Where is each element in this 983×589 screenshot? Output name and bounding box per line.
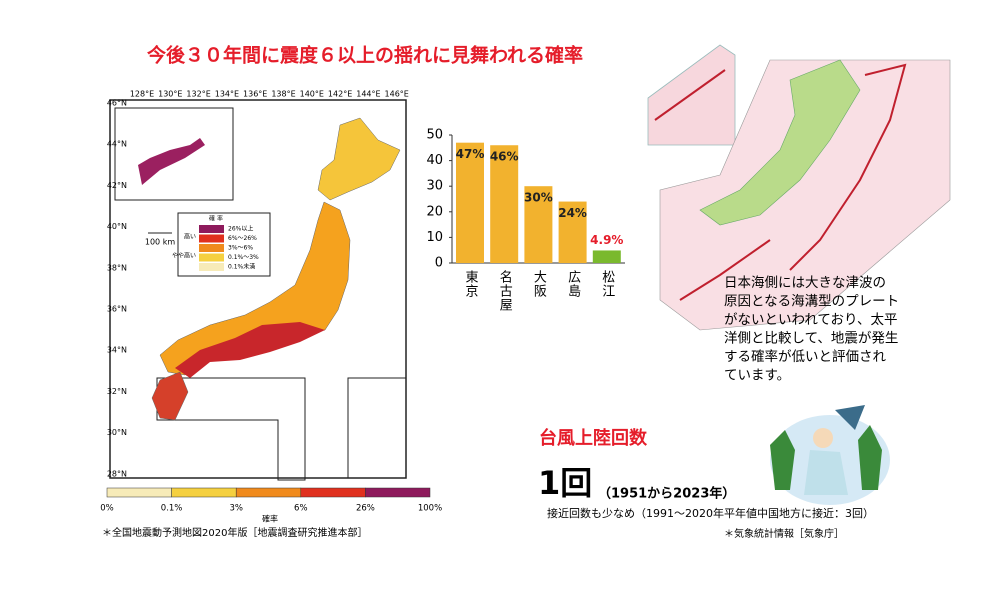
colorbar-label: 6% — [294, 504, 308, 514]
lat-label: 44°N — [107, 140, 127, 149]
inset-frame — [156, 377, 306, 481]
legend-swatch — [199, 225, 224, 233]
y-tick-label: 30 — [426, 179, 443, 194]
colorbar-segment — [235, 487, 302, 498]
colorbar-segment — [300, 487, 366, 498]
colorbar-label: 0.1% — [161, 504, 183, 514]
value-label: 47% — [456, 147, 485, 161]
lat-label: 42°N — [107, 181, 127, 190]
lon-label: 138°E — [271, 90, 295, 99]
lon-label: 142°E — [328, 90, 352, 99]
y-tick-label: 0 — [435, 256, 443, 271]
legend-mid: やや高い — [172, 252, 196, 260]
explanation-line: する確率が低いと評価され — [724, 348, 886, 365]
legend-label: 6%～26% — [228, 235, 257, 242]
title: 今後３０年間に震度６以上の揺れに見舞われる確率 — [146, 44, 583, 67]
typhoon-note: 接近回数も少なめ（1991～2020年平年値中国地方に接近：3回） — [547, 506, 874, 520]
explanation-line: 日本海側には大きな津波の — [724, 275, 886, 291]
inset-frame — [114, 107, 234, 201]
colorbar-label: 3% — [229, 504, 243, 514]
value-label: 4.9% — [590, 233, 623, 247]
value-label: 46% — [490, 150, 519, 164]
bar — [456, 142, 484, 263]
explanation-line: ています。 — [724, 368, 790, 384]
typhoon-period: （1951から2023年） — [598, 486, 735, 502]
colorbar-label: 0% — [100, 504, 114, 514]
lon-label: 134°E — [215, 90, 239, 99]
lat-label: 40°N — [107, 222, 127, 231]
lon-label: 136°E — [243, 90, 267, 99]
y-tick-label: 10 — [426, 230, 443, 245]
value-label: 30% — [524, 191, 553, 205]
bar — [592, 250, 621, 263]
lat-label: 30°N — [107, 428, 127, 437]
y-tick-label: 50 — [426, 128, 443, 143]
x-tick-label: 名古屋 — [497, 269, 513, 312]
legend-swatch — [199, 253, 224, 262]
x-tick-label: 東京 — [463, 269, 479, 298]
inset-frame — [347, 377, 407, 479]
lon-label: 128°E — [130, 90, 154, 99]
japan-shape — [138, 117, 401, 421]
lon-label: 144°E — [356, 90, 380, 99]
lat-label: 34°N — [107, 346, 127, 355]
lon-label: 140°E — [300, 90, 324, 99]
scale-label: 100 km — [145, 238, 175, 247]
explanation-line: 洋側と比較して、地震が発生 — [724, 331, 898, 347]
typhoon-count: 1回 — [538, 464, 592, 502]
colorbar-segment — [106, 487, 172, 498]
x-tick-label: 広島 — [565, 270, 581, 298]
value-label: 24% — [558, 206, 587, 220]
typhoon-title: 台風上陸回数 — [539, 427, 648, 449]
lat-label: 32°N — [107, 387, 127, 396]
legend-label: 0.1%～3% — [228, 254, 259, 261]
lon-label: 130°E — [158, 90, 182, 99]
typhoon-source: ＊気象統計情報［気象庁］ — [724, 527, 844, 540]
legend-title: 確 率 — [209, 215, 223, 223]
colorbar-label: 26% — [356, 504, 375, 514]
legend-label: 3%～6% — [228, 245, 253, 252]
bar — [524, 186, 553, 263]
map-source: ＊全国地震動予測地図2020年版［地震調査研究推進本部］ — [102, 526, 367, 539]
lat-label: 38°N — [107, 263, 127, 272]
explanation-line: 原因となる海溝型のプレート — [724, 294, 899, 310]
x-tick-label: 松江 — [599, 270, 615, 298]
legend-swatch — [199, 244, 224, 252]
x-tick-label: 大阪 — [531, 270, 547, 298]
lat-label: 46°N — [107, 99, 127, 108]
colorbar-label: 100% — [418, 504, 442, 514]
lat-label: 28°N — [107, 469, 127, 478]
colorbar-segment — [171, 487, 237, 498]
bar — [490, 145, 519, 263]
typhoon-illustration — [770, 405, 890, 505]
legend-swatch — [199, 234, 224, 243]
bar — [558, 201, 587, 263]
legend-label: 0.1%未満 — [228, 263, 255, 271]
legend-label: 26%以上 — [228, 225, 253, 233]
explanation-line: がないといわれており、太平 — [724, 312, 897, 328]
colorbar-title: 確率 — [262, 514, 278, 524]
y-tick-label: 40 — [426, 153, 443, 168]
trench-diagram — [647, 44, 951, 331]
lon-label: 146°E — [385, 90, 409, 99]
legend-swatch — [199, 263, 224, 271]
lon-label: 132°E — [186, 90, 210, 99]
y-tick-label: 20 — [426, 204, 443, 219]
colorbar-segment — [365, 487, 431, 498]
lat-label: 36°N — [107, 305, 127, 314]
legend-high: 高い — [184, 233, 196, 241]
